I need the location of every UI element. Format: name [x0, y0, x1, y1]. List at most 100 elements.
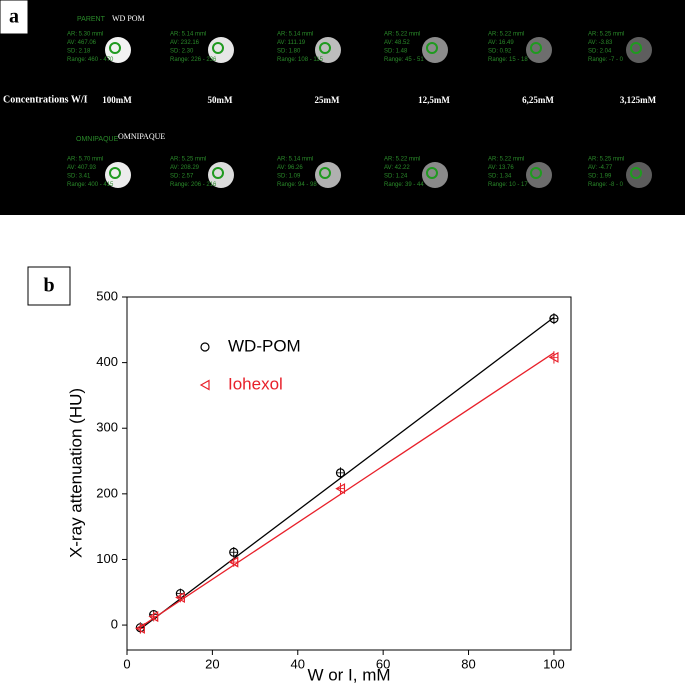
roi — [426, 42, 438, 54]
row-label: Concentrations W/I — [3, 94, 88, 105]
roi-stat: AV: 42.22 — [384, 165, 410, 171]
roi-stat: AV: 16.49 — [488, 40, 514, 46]
roi-stat: AR: 5.25 mml — [588, 157, 624, 163]
x-tick-label: 100 — [543, 656, 565, 671]
roi-stat: SD: 2.30 — [170, 49, 194, 55]
concentration: 12,5mM — [418, 95, 450, 105]
roi-stat: AR: 5.30 mml — [67, 32, 103, 38]
x-tick-label: 20 — [205, 656, 219, 671]
y-tick-label: 200 — [96, 485, 118, 500]
legend-marker — [200, 342, 210, 352]
phantom-well — [626, 37, 652, 63]
roi — [212, 167, 224, 179]
roi — [426, 167, 438, 179]
roi-stat: SD: 0.92 — [488, 49, 512, 55]
roi-stat: AR: 5.25 mml — [170, 157, 206, 163]
roi-stat: AV: -4.77 — [588, 165, 613, 171]
y-tick-label: 0 — [111, 617, 118, 632]
x-tick-label: 60 — [376, 656, 390, 671]
y-tick-label: 400 — [96, 354, 118, 369]
roi-stat: AR: 5.14 mml — [277, 157, 313, 163]
tag: PARENT — [77, 16, 106, 23]
roi-stat: Range: 39 - 44 — [384, 182, 424, 188]
roi — [212, 42, 224, 54]
phantom-well — [526, 162, 552, 188]
phantom-well — [526, 37, 552, 63]
roi — [109, 42, 121, 54]
roi — [530, 42, 542, 54]
phantom-well — [626, 162, 652, 188]
roi-stat: SD: 2.57 — [170, 174, 194, 180]
roi-stat: Range: 45 - 51 — [384, 57, 424, 63]
roi-stat: AV: 208.29 — [170, 165, 200, 171]
legend-label: WD-POM — [228, 336, 301, 355]
phantom-well — [422, 37, 448, 63]
roi-stat: SD: 1.09 — [277, 174, 301, 180]
name: WD POM — [112, 14, 145, 23]
roi-stat: SD: 1.48 — [384, 49, 408, 55]
panel-label: b — [43, 275, 54, 297]
roi-stat: SD: 3.41 — [67, 174, 91, 180]
roi — [630, 42, 642, 54]
x-tick-label: 40 — [291, 656, 305, 671]
roi-stat: SD: 1.99 — [588, 174, 612, 180]
roi-stat: SD: 1.24 — [384, 174, 408, 180]
roi-stat: AV: 96.26 — [277, 165, 303, 171]
roi — [530, 167, 542, 179]
tag: OMNIPAQUE — [76, 136, 119, 143]
roi-stat: SD: 2.18 — [67, 49, 91, 55]
roi-stat: AV: 13.76 — [488, 165, 514, 171]
roi-stat: AR: 5.70 mml — [67, 157, 103, 163]
roi-stat: Range: 226 - 236 — [170, 57, 217, 63]
x-axis-label: W or I, mM — [307, 665, 390, 684]
roi-stat: AV: 467.06 — [67, 40, 97, 46]
roi — [319, 167, 331, 179]
roi-stat: Range: 15 - 18 — [488, 57, 528, 63]
name: OMNIPAQUE — [118, 132, 165, 141]
y-tick-label: 100 — [96, 551, 118, 566]
roi-stat: Range: 206 - 216 — [170, 182, 217, 188]
concentration: 25mM — [315, 95, 340, 105]
panel-label-box — [0, 0, 29, 35]
roi-stat: AR: 5.25 mml — [588, 32, 624, 38]
fit-line — [139, 352, 555, 628]
concentration: 3,125mM — [620, 95, 657, 105]
concentration: 50mM — [208, 95, 233, 105]
roi-stat: SD: 1.80 — [277, 49, 301, 55]
roi-stat: AR: 5.22 mml — [384, 157, 420, 163]
roi-stat: SD: 2.04 — [588, 49, 612, 55]
roi — [630, 167, 642, 179]
plot-frame — [126, 296, 572, 651]
roi-stat: Range: 94 - 98 — [277, 182, 317, 188]
fit-line — [139, 316, 555, 630]
panel-label-box — [27, 266, 71, 306]
roi-stat: AR: 5.14 mml — [277, 32, 313, 38]
roi-stat: Range: 108 - 115 — [277, 57, 324, 63]
x-tick-label: 80 — [461, 656, 475, 671]
roi-stat: AV: 48.52 — [384, 40, 410, 46]
roi-stat: AR: 5.22 mml — [384, 32, 420, 38]
roi — [319, 42, 331, 54]
y-axis-label: X-ray attenuation (HU) — [66, 388, 85, 558]
roi-stat: Range: -8 - 0 — [588, 182, 624, 188]
roi-stat: Range: 400 - 415 — [67, 182, 114, 188]
x-tick-label: 0 — [123, 656, 130, 671]
concentration: 100mM — [102, 95, 132, 105]
y-tick-label: 300 — [96, 420, 118, 435]
roi-stat: Range: -7 - 0 — [588, 57, 624, 63]
roi-stat: Range: 10 - 17 — [488, 182, 528, 188]
roi — [109, 167, 121, 179]
roi-stat: AR: 5.22 mml — [488, 157, 524, 163]
phantom-well — [422, 162, 448, 188]
phantom-well — [315, 162, 341, 188]
roi-stat: SD: 1.34 — [488, 174, 512, 180]
legend-marker — [199, 379, 210, 391]
concentration: 6,25mM — [522, 95, 554, 105]
roi-stat: AR: 5.22 mml — [488, 32, 524, 38]
roi-stat: Range: 460 - 470 — [67, 57, 114, 63]
roi-stat: AV: 111.19 — [277, 40, 306, 46]
roi-stat: AV: -3.83 — [588, 40, 613, 46]
roi-stat: AR: 5.14 mml — [170, 32, 206, 38]
panel-label: a — [9, 6, 19, 28]
